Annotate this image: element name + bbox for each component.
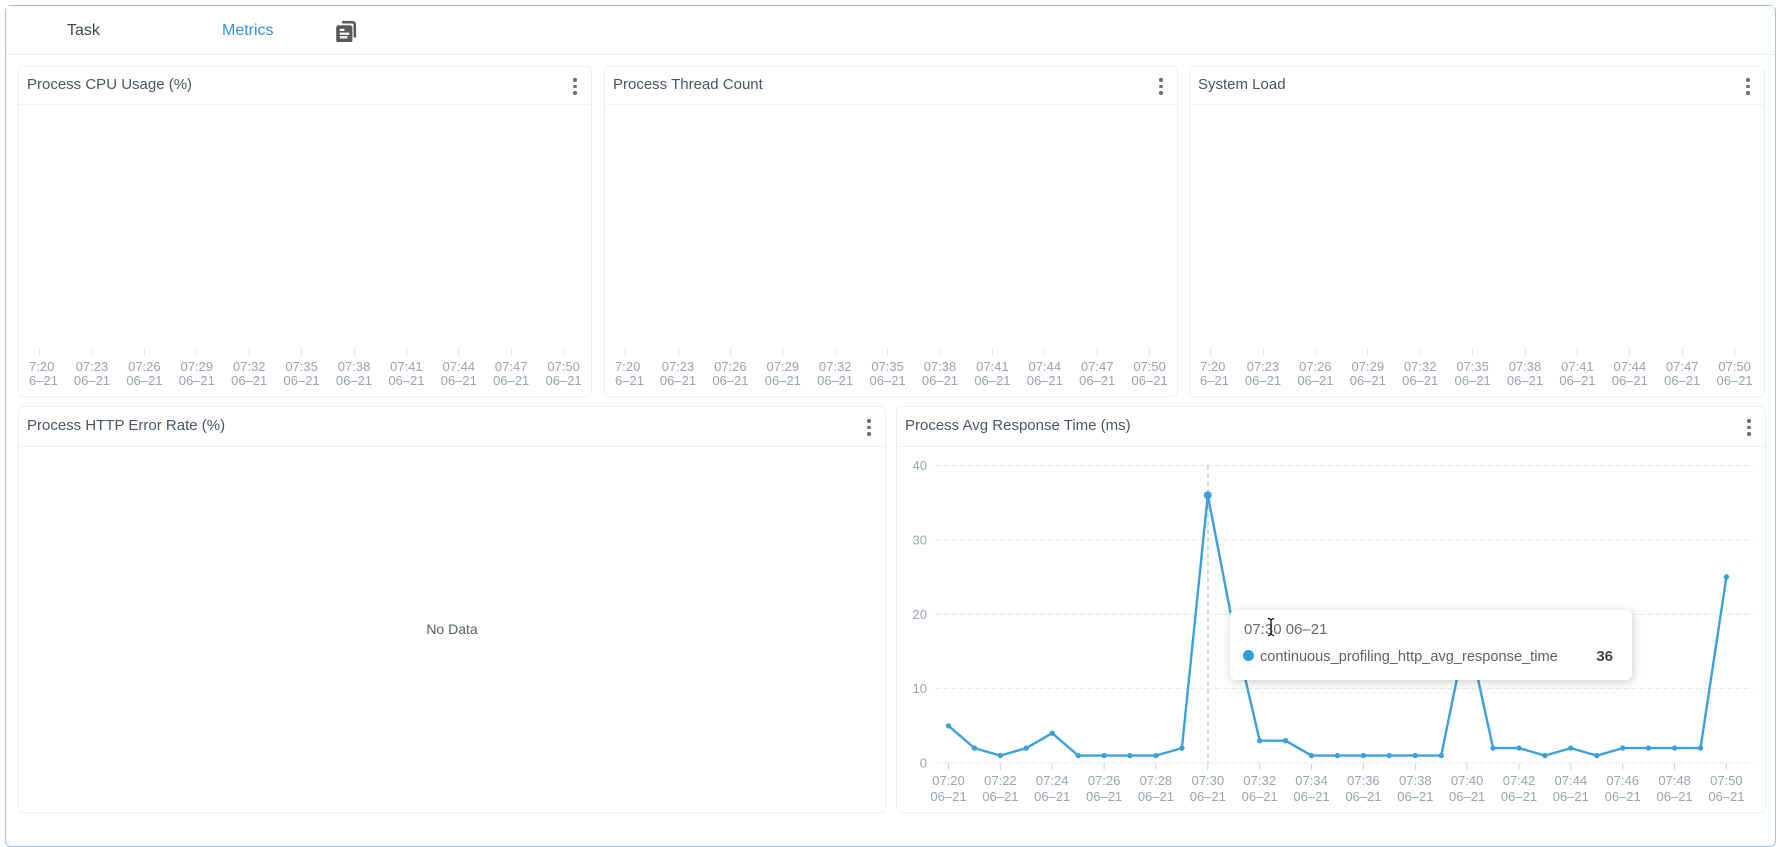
svg-text:06–21: 06–21 xyxy=(1345,789,1381,804)
svg-text:06–21: 06–21 xyxy=(1034,789,1070,804)
svg-text:06–21: 06–21 xyxy=(982,789,1018,804)
svg-text:06–21: 06–21 xyxy=(1657,789,1693,804)
svg-text:07:50: 07:50 xyxy=(1710,773,1743,788)
svg-text:06–21: 06–21 xyxy=(1293,789,1329,804)
svg-text:40: 40 xyxy=(913,458,927,473)
svg-text:07:32: 07:32 xyxy=(1243,773,1276,788)
svg-text:06–21: 06–21 xyxy=(1138,789,1174,804)
svg-text:20: 20 xyxy=(913,607,927,622)
svg-text:06–21: 06–21 xyxy=(1397,789,1433,804)
svg-text:06–21: 06–21 xyxy=(930,789,966,804)
svg-text:07:36: 07:36 xyxy=(1347,773,1380,788)
svg-text:06–21: 06–21 xyxy=(1242,789,1278,804)
svg-text:07:34: 07:34 xyxy=(1295,773,1328,788)
svg-text:07:38: 07:38 xyxy=(1399,773,1432,788)
svg-text:06–21: 06–21 xyxy=(1190,789,1226,804)
svg-text:07:20: 07:20 xyxy=(932,773,965,788)
svg-text:30: 30 xyxy=(913,532,927,547)
svg-text:07:42: 07:42 xyxy=(1503,773,1536,788)
svg-text:10: 10 xyxy=(913,681,927,696)
svg-text:06–21: 06–21 xyxy=(1708,789,1744,804)
svg-text:07:48: 07:48 xyxy=(1658,773,1691,788)
svg-text:06–21: 06–21 xyxy=(1449,789,1485,804)
svg-text:07:22: 07:22 xyxy=(984,773,1017,788)
svg-text:06–21: 06–21 xyxy=(1086,789,1122,804)
svg-text:07:26: 07:26 xyxy=(1088,773,1121,788)
svg-text:07:30: 07:30 xyxy=(1192,773,1225,788)
svg-text:06–21: 06–21 xyxy=(1553,789,1589,804)
svg-text:07:24: 07:24 xyxy=(1036,773,1069,788)
svg-text:07:40: 07:40 xyxy=(1451,773,1484,788)
svg-text:06–21: 06–21 xyxy=(1605,789,1641,804)
svg-text:07:44: 07:44 xyxy=(1555,773,1588,788)
svg-text:07:46: 07:46 xyxy=(1606,773,1639,788)
svg-text:07:28: 07:28 xyxy=(1140,773,1173,788)
svg-text:06–21: 06–21 xyxy=(1501,789,1537,804)
svg-text:0: 0 xyxy=(920,756,927,771)
